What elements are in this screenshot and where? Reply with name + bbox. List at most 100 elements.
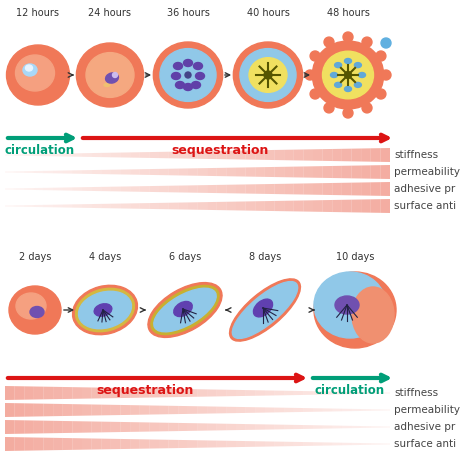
Polygon shape — [313, 200, 323, 212]
Polygon shape — [91, 387, 101, 399]
Ellipse shape — [312, 41, 383, 109]
Circle shape — [324, 37, 334, 47]
Polygon shape — [303, 408, 313, 412]
Text: permeability: permeability — [394, 167, 460, 177]
Ellipse shape — [16, 55, 55, 91]
Polygon shape — [44, 420, 53, 433]
Polygon shape — [284, 167, 294, 177]
Polygon shape — [178, 440, 188, 448]
Ellipse shape — [106, 73, 118, 83]
Polygon shape — [198, 202, 207, 210]
Polygon shape — [332, 149, 342, 161]
Polygon shape — [82, 438, 91, 450]
Polygon shape — [159, 423, 169, 431]
Polygon shape — [5, 188, 15, 190]
Polygon shape — [159, 169, 169, 175]
Polygon shape — [342, 200, 352, 212]
Polygon shape — [207, 440, 217, 447]
Polygon shape — [101, 170, 111, 174]
Polygon shape — [178, 202, 188, 210]
Polygon shape — [361, 409, 371, 411]
Text: stiffness: stiffness — [394, 388, 438, 398]
Circle shape — [376, 51, 386, 61]
Polygon shape — [371, 199, 380, 213]
Ellipse shape — [335, 63, 342, 68]
Text: stiffness: stiffness — [394, 150, 438, 160]
Text: 2 days: 2 days — [19, 252, 51, 262]
Polygon shape — [371, 165, 380, 179]
Circle shape — [381, 70, 391, 80]
Ellipse shape — [314, 272, 396, 348]
Polygon shape — [342, 392, 352, 394]
Ellipse shape — [335, 296, 359, 314]
Polygon shape — [178, 151, 188, 159]
Polygon shape — [53, 404, 63, 416]
Polygon shape — [352, 148, 361, 162]
Polygon shape — [246, 407, 255, 413]
Polygon shape — [188, 423, 198, 431]
Polygon shape — [169, 202, 178, 210]
Polygon shape — [332, 409, 342, 411]
Polygon shape — [380, 426, 390, 428]
Text: adhesive pr: adhesive pr — [394, 184, 455, 194]
Polygon shape — [91, 170, 101, 174]
Polygon shape — [169, 423, 178, 431]
Text: 12 hours: 12 hours — [17, 8, 60, 18]
Polygon shape — [217, 424, 227, 430]
Polygon shape — [255, 167, 265, 177]
Polygon shape — [82, 170, 91, 174]
Ellipse shape — [173, 63, 182, 70]
Polygon shape — [73, 153, 82, 157]
Polygon shape — [44, 387, 53, 400]
Text: 36 hours: 36 hours — [166, 8, 210, 18]
Polygon shape — [188, 406, 198, 414]
Polygon shape — [246, 201, 255, 211]
Polygon shape — [130, 186, 140, 192]
Polygon shape — [236, 424, 246, 430]
Polygon shape — [332, 392, 342, 394]
Polygon shape — [53, 171, 63, 173]
Polygon shape — [284, 442, 294, 447]
Polygon shape — [149, 169, 159, 175]
Polygon shape — [246, 390, 255, 396]
Polygon shape — [342, 182, 352, 195]
Polygon shape — [63, 438, 73, 450]
Polygon shape — [371, 148, 380, 162]
Polygon shape — [159, 406, 169, 414]
Polygon shape — [82, 204, 91, 208]
Polygon shape — [34, 438, 44, 450]
Polygon shape — [140, 388, 149, 398]
Text: 10 days: 10 days — [336, 252, 374, 262]
Polygon shape — [323, 183, 332, 195]
Ellipse shape — [94, 304, 112, 316]
Polygon shape — [332, 200, 342, 212]
Polygon shape — [24, 438, 34, 451]
Ellipse shape — [86, 53, 134, 97]
Polygon shape — [313, 425, 323, 429]
Polygon shape — [149, 152, 159, 158]
Polygon shape — [265, 167, 274, 177]
Polygon shape — [246, 150, 255, 160]
Text: surface anti: surface anti — [394, 201, 456, 211]
Polygon shape — [159, 389, 169, 397]
Ellipse shape — [104, 83, 110, 86]
Polygon shape — [120, 203, 130, 209]
Ellipse shape — [26, 65, 33, 71]
Polygon shape — [361, 182, 371, 196]
Polygon shape — [323, 149, 332, 161]
Polygon shape — [188, 151, 198, 159]
Polygon shape — [294, 166, 303, 178]
Polygon shape — [82, 187, 91, 191]
Polygon shape — [352, 200, 361, 212]
Polygon shape — [101, 204, 111, 208]
Ellipse shape — [148, 283, 222, 337]
Circle shape — [185, 72, 191, 78]
Polygon shape — [198, 406, 207, 414]
Polygon shape — [91, 438, 101, 449]
Polygon shape — [63, 170, 73, 173]
Ellipse shape — [355, 82, 361, 87]
Polygon shape — [73, 438, 82, 450]
Ellipse shape — [154, 288, 216, 332]
Polygon shape — [380, 182, 390, 196]
Polygon shape — [380, 148, 390, 162]
